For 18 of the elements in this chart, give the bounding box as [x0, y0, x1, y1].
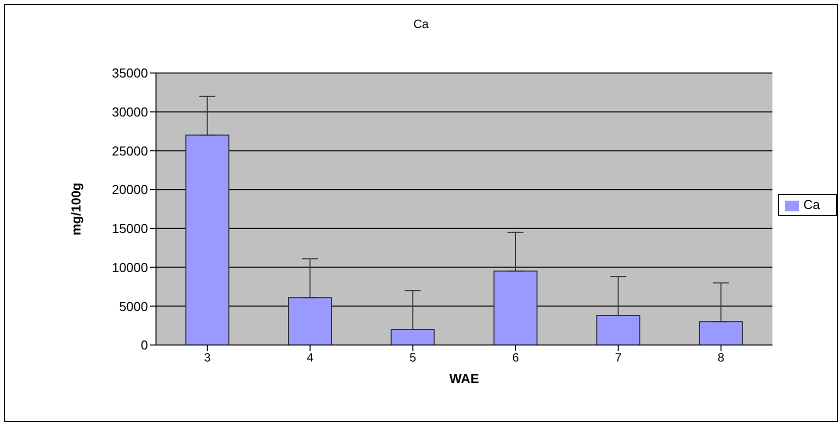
y-tick-label: 25000	[112, 143, 148, 158]
x-tick-label: 7	[614, 350, 622, 365]
chart-title: Ca	[412, 17, 430, 31]
x-tick-label: 8	[718, 350, 725, 365]
x-tick-label: 5	[409, 350, 416, 365]
y-axis-title: mg/100g	[68, 182, 84, 236]
x-tick-label: 3	[204, 350, 212, 365]
y-tick-label: 10000	[112, 260, 148, 275]
y-tick-label: 15000	[112, 221, 148, 236]
y-tick-label: 35000	[112, 66, 148, 81]
y-tick-label: 0	[140, 338, 148, 353]
x-tick-label: 4	[306, 350, 314, 365]
x-axis-title: WAE	[449, 371, 480, 386]
y-tick-label: 20000	[112, 182, 148, 198]
y-tick-label: 5000	[119, 298, 148, 314]
x-tick-label: 6	[512, 350, 520, 365]
y-tick-label: 30000	[112, 104, 148, 120]
legend-label: Ca	[803, 197, 820, 212]
